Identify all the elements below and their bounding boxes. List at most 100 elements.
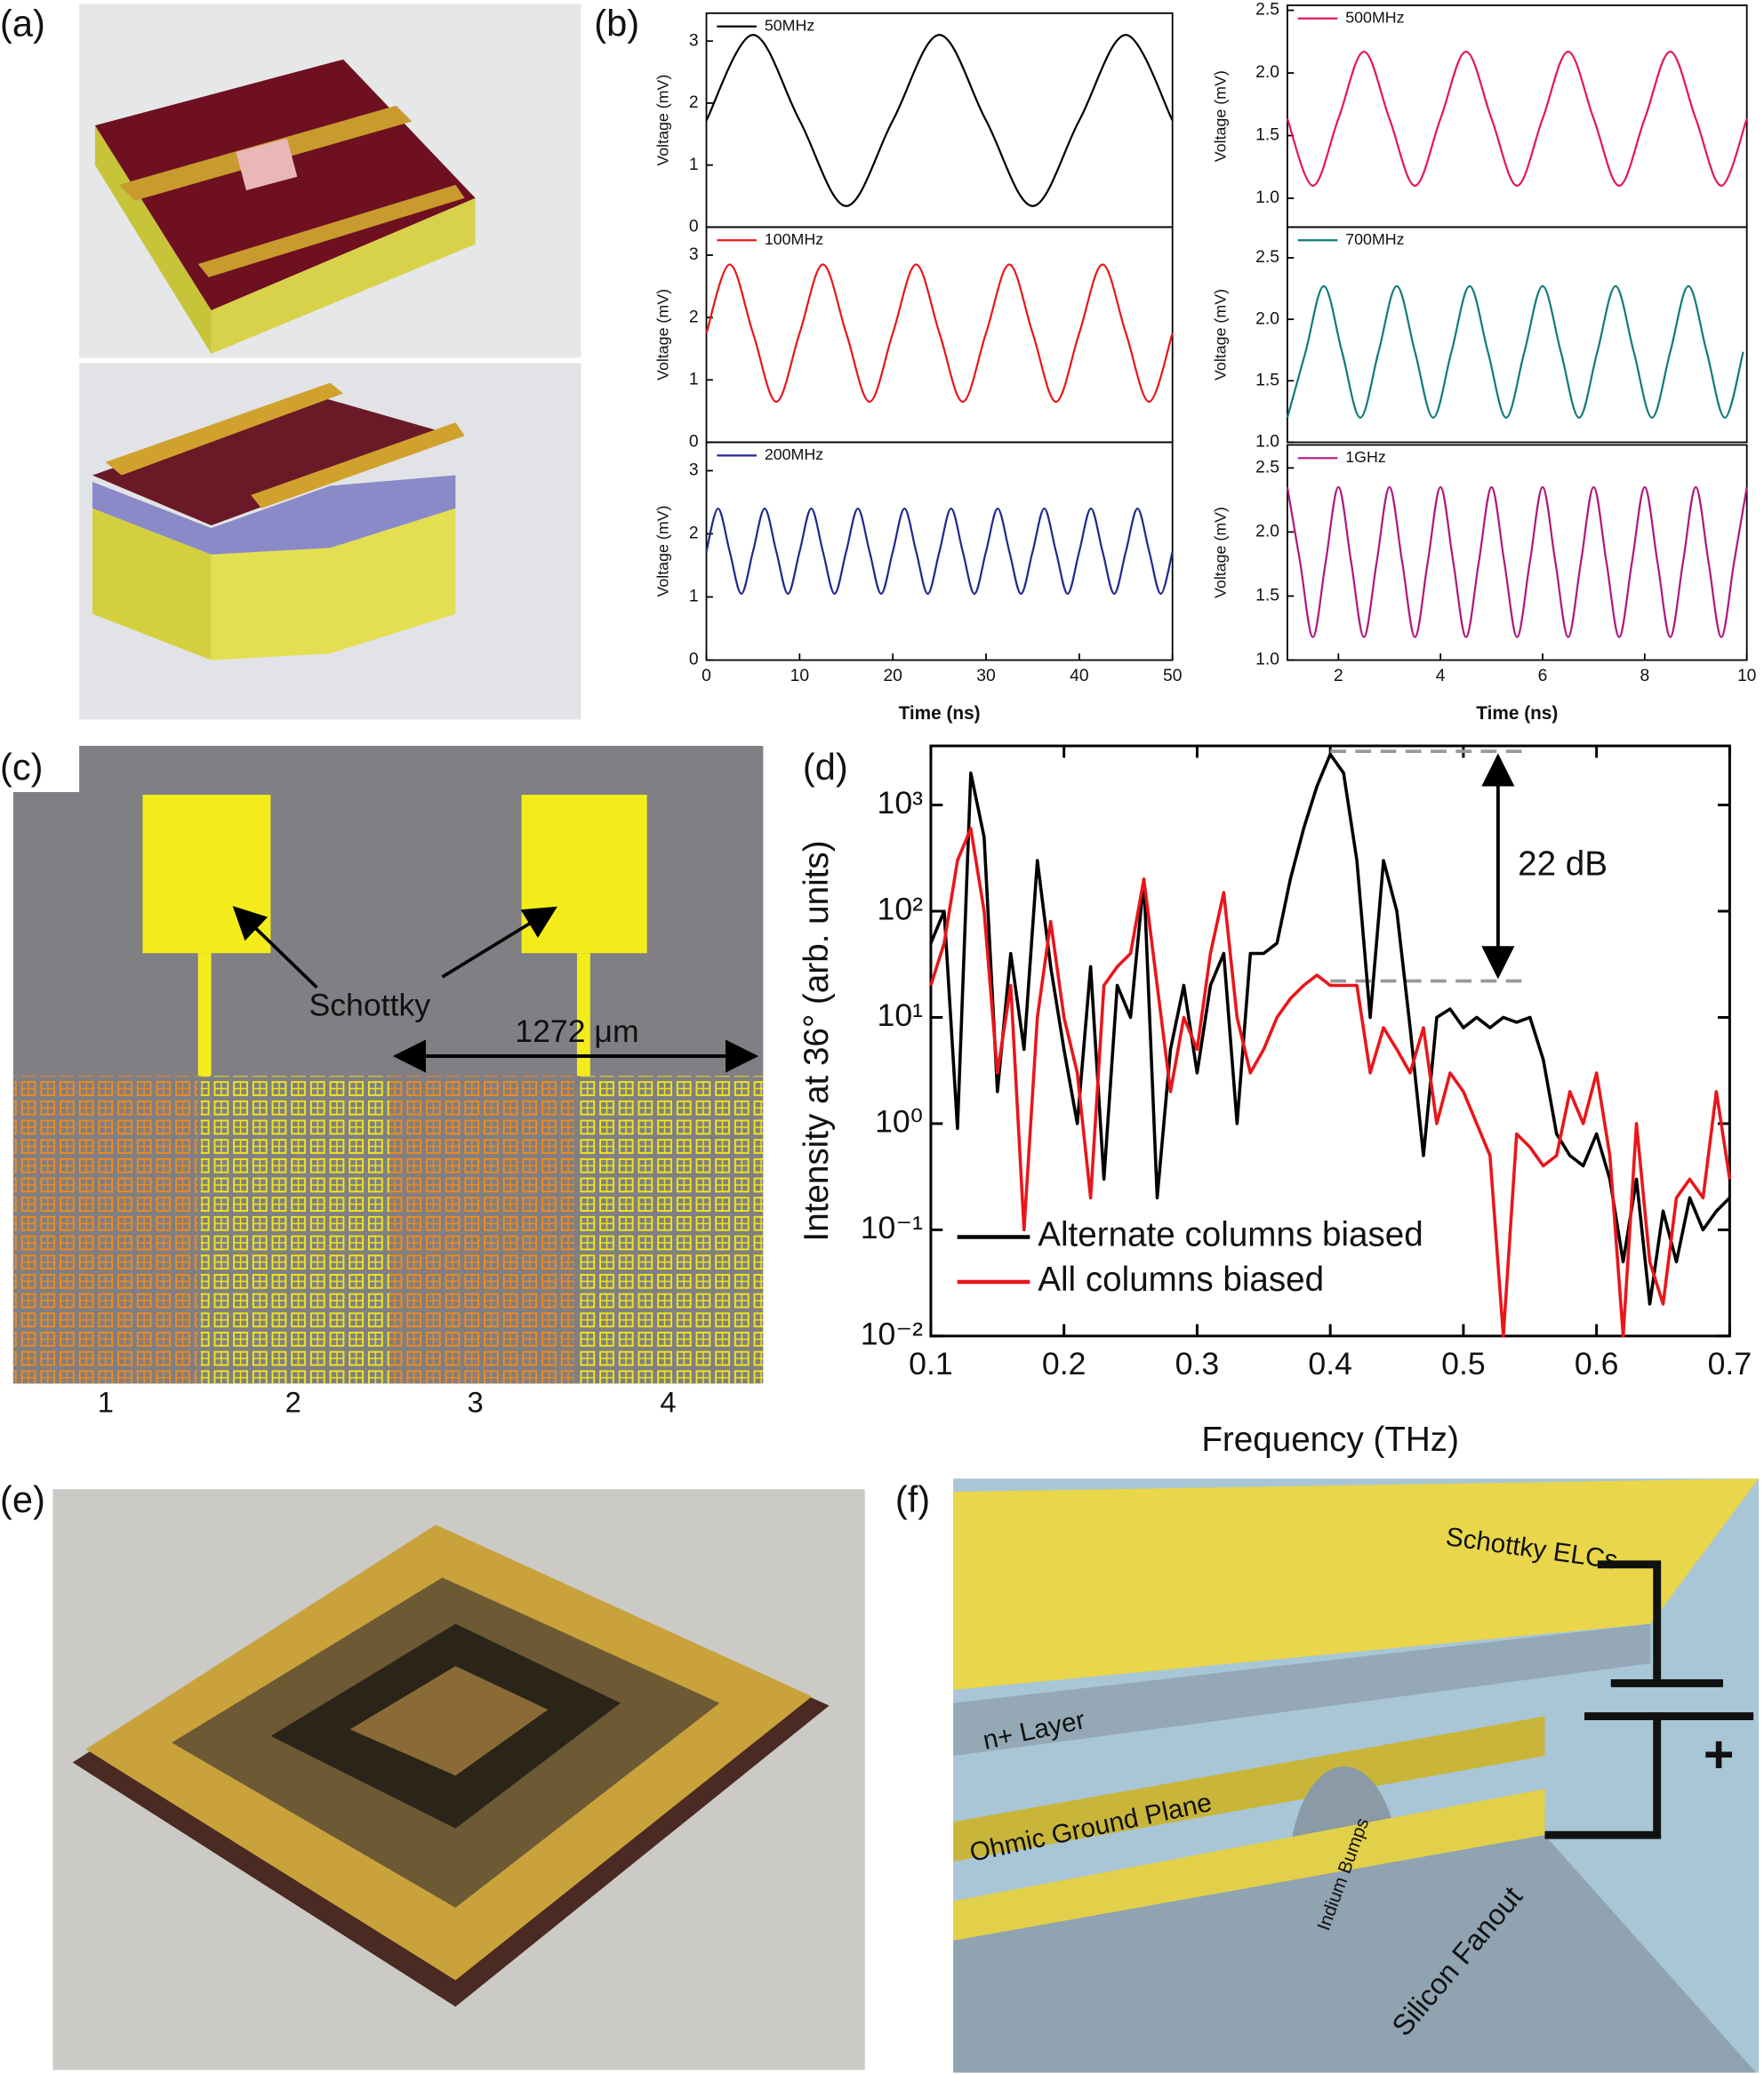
silicon-base [953, 1835, 1757, 2073]
plot-frame [1287, 226, 1748, 444]
y-axis-label: Intensity at 36° (arb. units) [798, 840, 836, 1241]
polarity-label: + [1704, 1725, 1735, 1784]
annotation: 22 dB [1518, 845, 1608, 884]
y-tick-label: 2.0 [1255, 63, 1279, 82]
x-tick-label: 30 [976, 667, 995, 685]
bond-pad [521, 794, 647, 954]
x-tick-label: 10 [1737, 667, 1756, 685]
y-tick-label: 2.5 [1255, 248, 1279, 267]
x-tick-label: 0.2 [1042, 1346, 1086, 1381]
y-tick-label: 2.5 [1255, 458, 1279, 476]
electrode [105, 382, 344, 476]
panel-label: (d) [803, 746, 848, 788]
y-tick-label: 2.0 [1255, 309, 1279, 328]
y-tick-label: 1.5 [1255, 126, 1279, 145]
data-line [705, 507, 1174, 596]
metamaterial-array [349, 1666, 549, 1776]
column-array [200, 1076, 390, 1384]
column-label: 1 [98, 1386, 114, 1419]
x-tick-label: 0.4 [1308, 1346, 1352, 1381]
annotation: Schottky [309, 988, 430, 1023]
y-tick-label: 1.0 [1255, 651, 1279, 669]
y-axis-label: Voltage (mV) [1211, 70, 1229, 162]
panel-label: (e) [0, 1478, 45, 1520]
column-label: 4 [660, 1386, 676, 1419]
x-tick-label: 20 [883, 667, 902, 685]
y-tick-label: 3 [689, 31, 699, 50]
x-axis-label: Time (ns) [1476, 703, 1558, 724]
column-label: 3 [468, 1386, 484, 1419]
y-axis-label: Voltage (mV) [654, 289, 672, 380]
panel-label: (f) [895, 1478, 930, 1520]
x-tick-label: 6 [1538, 667, 1548, 685]
chip-top [92, 396, 456, 526]
y-tick-label: 2.5 [1255, 1, 1279, 20]
plot-frame [1287, 4, 1748, 228]
y-tick-label: 0 [689, 433, 699, 452]
y-axis-label: Voltage (mV) [654, 506, 672, 597]
pointer-arrow [441, 906, 557, 979]
column-label: 2 [285, 1386, 301, 1419]
y-tick-label: 1 [689, 370, 699, 388]
x-tick-label: 0.6 [1575, 1346, 1619, 1381]
substrate-side [94, 125, 212, 354]
y-tick-label: 10² [878, 891, 924, 926]
x-tick-label: 40 [1070, 667, 1088, 685]
x-tick-label: 4 [1436, 667, 1446, 685]
bias-circuit [1544, 1560, 1754, 1839]
dielectric-layer [92, 475, 456, 555]
data-line [705, 263, 1174, 404]
legend-label: All columns biased [1038, 1261, 1324, 1299]
legend-label: 200MHz [765, 445, 823, 463]
y-tick-label: 2 [689, 308, 699, 326]
dimension-label: 1272 μm [515, 1013, 638, 1049]
legend-label: 1GHz [1345, 448, 1386, 466]
column-array [389, 1076, 574, 1384]
y-tick-label: 1 [689, 156, 699, 174]
x-tick-label: 0.5 [1441, 1346, 1486, 1381]
y-tick-label: 1.0 [1255, 433, 1279, 452]
y-axis-label: Voltage (mV) [1211, 289, 1229, 380]
x-tick-label: 50 [1163, 667, 1182, 685]
y-tick-label: 1 [689, 588, 699, 606]
x-axis-label: Frequency (THz) [1201, 1421, 1459, 1459]
legend-label: 700MHz [1345, 230, 1404, 248]
y-tick-label: 10³ [878, 785, 924, 821]
plot-frame [1287, 444, 1748, 661]
data-line [705, 34, 1174, 207]
y-tick-label: 1.5 [1255, 587, 1279, 605]
x-tick-label: 10 [790, 667, 809, 685]
y-tick-label: 3 [689, 461, 699, 480]
x-axis-label: Time (ns) [899, 703, 981, 724]
data-line [929, 827, 1732, 1338]
y-tick-label: 10⁻² [861, 1316, 923, 1351]
y-tick-label: 3 [689, 245, 699, 264]
electrode [251, 422, 465, 508]
y-tick-label: 0 [689, 218, 699, 236]
column-array [12, 1076, 198, 1384]
column-array [576, 1076, 764, 1384]
bias-line [576, 953, 590, 1077]
legend-label: Alternate columns biased [1038, 1216, 1423, 1254]
data-line [929, 752, 1731, 1306]
ground-plane [953, 1716, 1545, 1862]
x-tick-label: 0.1 [909, 1346, 953, 1381]
pointer-arrow [232, 906, 318, 989]
y-tick-label: 1.0 [1255, 188, 1279, 207]
x-tick-label: 0.3 [1175, 1346, 1220, 1381]
data-line [1286, 284, 1744, 419]
elc-layer [953, 1478, 1760, 1690]
y-tick-label: 10¹ [878, 997, 924, 1033]
legend-label: 100MHz [765, 230, 823, 248]
legend-label: 500MHz [1345, 9, 1404, 27]
y-tick-label: 2 [689, 93, 699, 112]
contact-pad [236, 138, 298, 191]
legend-label: 50MHz [765, 16, 815, 34]
y-tick-label: 0 [689, 651, 699, 669]
y-tick-label: 10⁻¹ [861, 1210, 923, 1245]
y-tick-label: 10⁰ [875, 1103, 923, 1139]
x-tick-label: 0 [702, 667, 711, 685]
y-tick-label: 1.5 [1255, 371, 1279, 389]
n-plus-layer [953, 1623, 1651, 1757]
